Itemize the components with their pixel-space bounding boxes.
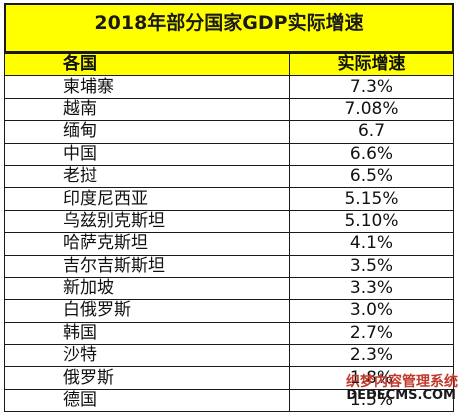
growth-cell: 3.0% [289, 299, 454, 323]
country-cell: 哈萨克斯坦 [4, 232, 290, 256]
country-cell: 德国 [4, 388, 290, 412]
header-row: 各国 实际增速 [4, 52, 454, 77]
growth-cell: 5.10% [289, 209, 454, 234]
country-cell: 韩国 [4, 321, 290, 346]
gdp-table-sheet: 2018年部分国家GDP实际增速 各国 实际增速 柬埔寨 7.3% 越南 7.08% 缅… [4, 3, 454, 412]
growth-cell: 6.6% [289, 142, 454, 166]
growth-cell: 7.3% [289, 75, 454, 99]
watermark-line2: DEDECMS.COM [346, 388, 456, 403]
table-row: 俄罗斯 1.8% [4, 366, 454, 390]
table-row: 乌兹别克斯坦 5.10% [4, 209, 454, 234]
growth-cell: 6.5% [289, 164, 454, 189]
header-growth: 实际增速 [289, 52, 454, 77]
growth-cell: 4.1% [289, 232, 454, 256]
table-row: 缅甸 6.7 [4, 120, 454, 144]
country-cell: 沙特 [4, 344, 290, 368]
country-cell: 柬埔寨 [4, 75, 290, 99]
country-cell: 缅甸 [4, 120, 290, 144]
header-country: 各国 [4, 52, 290, 77]
table-row: 新加坡 3.3% [4, 276, 454, 301]
country-cell: 越南 [4, 97, 290, 122]
growth-cell: 6.7 [289, 120, 454, 144]
table-row: 沙特 2.3% [4, 344, 454, 368]
table-row: 老挝 6.5% [4, 164, 454, 189]
country-cell: 吉尔吉斯斯坦 [4, 254, 290, 278]
table-row: 哈萨克斯坦 4.1% [4, 232, 454, 256]
table-body: 柬埔寨 7.3% 越南 7.08% 缅甸 6.7 中国 6.6% 老挝 6.5% 印度尼西亚 5.15… [4, 75, 454, 412]
growth-cell: 7.08% [289, 97, 454, 122]
table-row: 中国 6.6% [4, 142, 454, 166]
country-cell: 老挝 [4, 164, 290, 189]
gdp-table: 各国 实际增速 柬埔寨 7.3% 越南 7.08% 缅甸 6.7 中国 6.6% 老挝 6.5% 印… [4, 52, 454, 412]
table-row: 吉尔吉斯斯坦 3.5% [4, 254, 454, 278]
growth-cell: 2.7% [289, 321, 454, 346]
table-title: 2018年部分国家GDP实际增速 [4, 3, 454, 53]
country-cell: 乌兹别克斯坦 [4, 209, 290, 234]
growth-cell: 2.3% [289, 344, 454, 368]
country-cell: 印度尼西亚 [4, 187, 290, 211]
growth-cell: 5.15% [289, 187, 454, 211]
table-row: 白俄罗斯 3.0% [4, 299, 454, 323]
watermark-line1: 织梦内容管理系统 [346, 374, 458, 390]
country-cell: 中国 [4, 142, 290, 166]
watermark: 织梦内容管理系统 DEDECMS.COM [336, 371, 458, 405]
table-row: 韩国 2.7% [4, 321, 454, 346]
growth-cell: 1.8% [289, 366, 454, 390]
growth-cell: 3.5% [289, 254, 454, 278]
table-row: 越南 7.08% [4, 97, 454, 122]
growth-cell: 3.3% [289, 276, 454, 301]
table-row: 柬埔寨 7.3% [4, 75, 454, 99]
table-row: 印度尼西亚 5.15% [4, 187, 454, 211]
country-cell: 俄罗斯 [4, 366, 290, 390]
country-cell: 新加坡 [4, 276, 290, 301]
country-cell: 白俄罗斯 [4, 299, 290, 323]
